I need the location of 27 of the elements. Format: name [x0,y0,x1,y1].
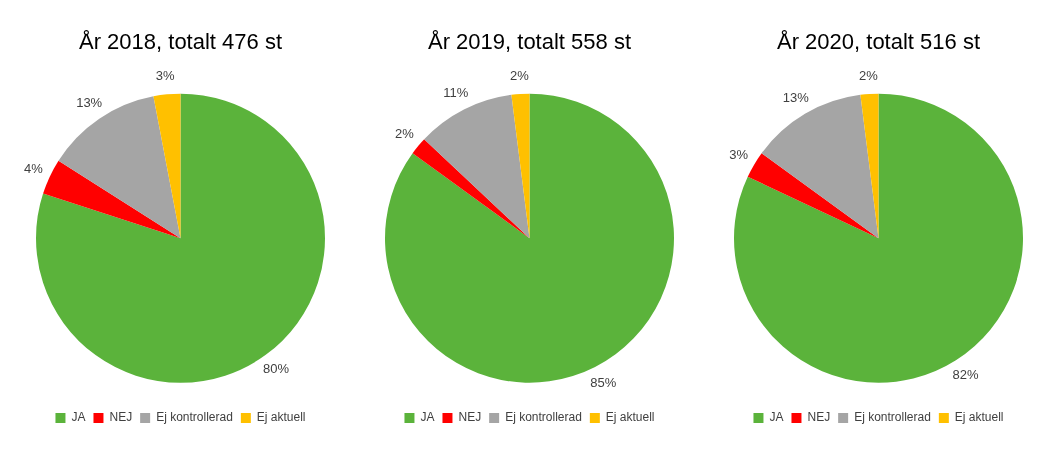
data-label: 85% [590,374,617,390]
legend-label: Ej aktuell [256,410,306,425]
legend-label: Ej aktuell [954,410,1004,425]
data-label: 13% [782,89,810,105]
data-label: 13% [76,95,103,111]
legend-label: JA [420,410,435,425]
chart-title: År 2020, totalt 516 st [776,29,981,55]
data-label: 3% [729,147,749,163]
data-label: 82% [952,366,980,382]
data-label: 2% [509,67,530,83]
chart-title: År 2019, totalt 558 st [427,29,632,55]
legend-label: Ej aktuell [605,410,655,425]
data-label: 4% [24,160,44,176]
legend-label: Ej kontrollerad [505,410,582,425]
chart-title: År 2018, totalt 476 st [78,29,283,55]
legend-label: NEJ [458,410,482,425]
data-label: 2% [858,67,879,83]
data-label: 3% [155,68,176,83]
legend-label: JA [769,410,784,425]
data-label: 80% [263,361,290,377]
legend-label: Ej kontrollerad [156,410,233,425]
data-label: 11% [443,84,469,100]
data-label: 2% [394,126,415,142]
legend-label: JA [71,410,86,425]
legend-label: Ej kontrollerad [854,410,931,425]
legend-label: NEJ [807,410,831,425]
legend-label: NEJ [109,410,133,425]
